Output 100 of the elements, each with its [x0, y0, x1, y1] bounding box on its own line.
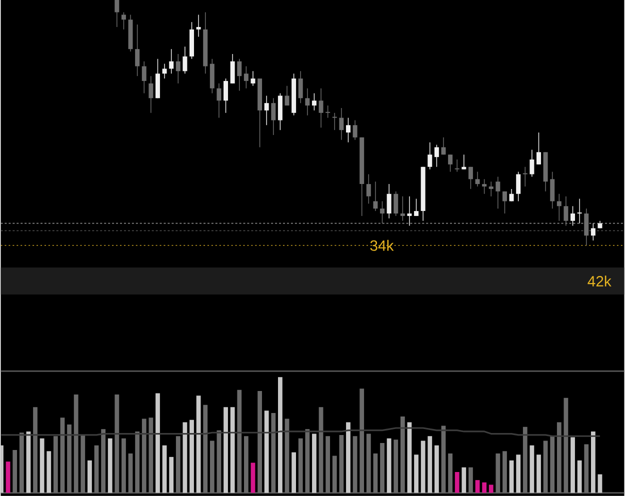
candlestick	[182, 46, 188, 74]
candlestick	[284, 86, 290, 106]
candlestick	[468, 166, 473, 190]
bar	[203, 404, 208, 493]
candlestick	[142, 61, 146, 94]
candlestick	[244, 66, 248, 89]
bar	[420, 440, 426, 493]
bar	[162, 445, 167, 493]
bar	[509, 460, 514, 493]
candlestick	[414, 198, 419, 216]
candlestick	[373, 181, 378, 212]
bar	[550, 436, 555, 493]
candlestick	[176, 54, 180, 84]
bar	[577, 460, 582, 493]
candlestick	[114, 0, 120, 28]
candlestick	[407, 196, 412, 226]
candlestick	[271, 98, 276, 136]
bar	[454, 472, 460, 493]
candlestick	[400, 196, 405, 222]
bar	[94, 445, 99, 493]
bar	[530, 445, 534, 493]
candlestick	[237, 58, 242, 92]
bar	[230, 407, 235, 493]
bar	[584, 444, 589, 493]
bar	[380, 443, 384, 493]
candlestick	[135, 24, 140, 77]
bar	[522, 426, 528, 493]
bar	[135, 432, 140, 493]
bar	[258, 391, 262, 493]
candlestick	[230, 54, 235, 84]
candlestick	[250, 70, 256, 86]
candlestick	[448, 154, 453, 172]
bar	[33, 407, 38, 493]
bar	[543, 440, 548, 493]
bar	[250, 462, 256, 493]
bar	[46, 451, 52, 493]
band-label: 42k	[588, 276, 612, 286]
bar	[60, 418, 65, 493]
bar	[298, 438, 303, 493]
candlestick	[148, 76, 154, 114]
candlestick	[564, 196, 568, 226]
candlestick	[550, 172, 555, 210]
candlestick	[475, 172, 480, 187]
candlestick	[326, 105, 330, 118]
bar	[210, 440, 214, 493]
bar	[19, 432, 24, 493]
bar	[564, 398, 568, 493]
bar	[386, 438, 392, 493]
candlestick	[312, 92, 316, 111]
candlestick	[428, 142, 432, 170]
candlestick	[488, 181, 494, 197]
bar	[292, 452, 296, 493]
bar	[332, 456, 337, 493]
candlestick	[434, 144, 439, 168]
candlestick	[584, 208, 589, 246]
bar	[196, 396, 201, 493]
bar	[326, 436, 330, 493]
candlestick	[216, 83, 222, 118]
bar	[182, 422, 188, 493]
bar	[114, 394, 120, 493]
bar	[366, 434, 371, 493]
candlestick	[264, 95, 269, 126]
bar	[176, 436, 180, 493]
bar	[312, 434, 316, 493]
candlestick	[352, 120, 358, 140]
bar	[264, 410, 269, 493]
bar	[190, 420, 194, 493]
bar	[556, 422, 562, 493]
bar	[570, 437, 575, 493]
bar	[400, 416, 405, 493]
bar	[360, 388, 364, 493]
candlestick	[570, 206, 576, 226]
bar	[74, 394, 78, 493]
candlestick	[496, 176, 500, 210]
bar	[373, 454, 378, 493]
candlestick	[441, 137, 446, 156]
ref-line-label: 34k	[370, 240, 394, 251]
candlestick	[577, 198, 582, 224]
bar	[148, 418, 154, 493]
bar	[516, 454, 521, 493]
candlestick	[462, 154, 466, 170]
bar	[142, 418, 146, 493]
bar	[590, 432, 596, 493]
bar	[101, 429, 106, 493]
bar	[244, 436, 248, 493]
bar	[122, 438, 126, 493]
candlestick	[224, 78, 228, 114]
bar	[441, 426, 446, 493]
bar	[352, 436, 358, 493]
bar	[488, 484, 494, 493]
candlestick	[298, 70, 303, 104]
bar	[496, 454, 500, 493]
candlestick	[169, 48, 174, 74]
candlestick	[305, 88, 310, 116]
bar	[169, 457, 174, 493]
bar	[53, 436, 58, 493]
bar	[462, 467, 466, 493]
candlestick	[380, 200, 385, 224]
bar	[40, 438, 44, 493]
bar	[394, 440, 398, 493]
